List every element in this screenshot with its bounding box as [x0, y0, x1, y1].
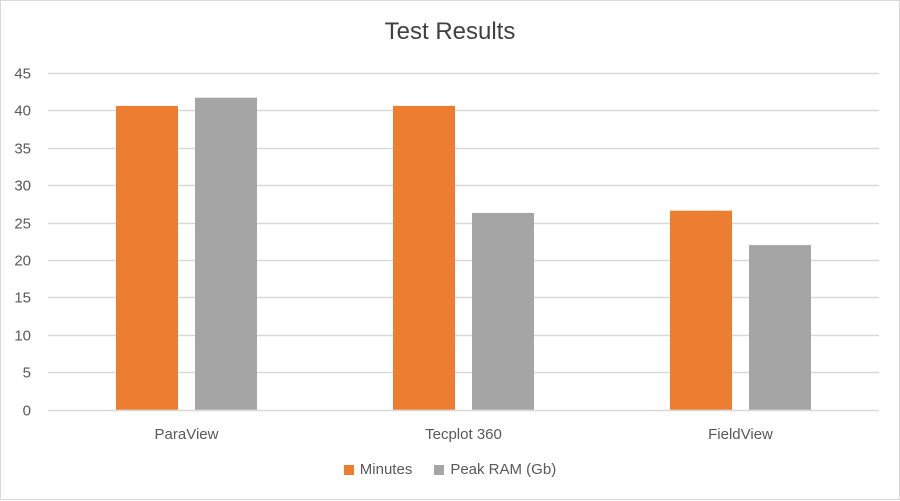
bar-tecplot-360-minutes: [393, 105, 455, 410]
bar-tecplot-360-peak-ram-gb: [472, 212, 534, 410]
y-tick-label: 45: [14, 66, 31, 83]
legend-swatch-minutes: [343, 464, 354, 475]
bar-paraview-minutes: [116, 105, 178, 410]
y-tick-label: 0: [23, 403, 31, 420]
legend-swatch-peak-ram: [434, 464, 445, 475]
y-tick-label: 40: [14, 103, 31, 120]
y-tick-label: 5: [23, 365, 31, 382]
legend-item-peak-ram: Peak RAM (Gb): [434, 461, 556, 478]
y-tick-label: 20: [14, 253, 31, 270]
bar-fieldview-peak-ram-gb: [749, 245, 811, 410]
bar-fieldview-minutes: [670, 210, 732, 410]
y-axis-tick-labels: 0 5 10 15 20 25 30 35 40 45: [14, 66, 31, 420]
gridlines: [48, 72, 879, 412]
x-category-label: ParaView: [155, 426, 219, 443]
chart-title: Test Results: [384, 18, 516, 45]
y-tick-label: 10: [14, 328, 31, 345]
x-axis-category-labels: ParaView Tecplot 360 FieldView: [155, 426, 774, 443]
bar-series: [116, 97, 811, 410]
x-category-label: Tecplot 360: [425, 426, 502, 443]
y-tick-label: 25: [14, 216, 31, 233]
legend-label-peak-ram: Peak RAM (Gb): [450, 461, 557, 478]
legend-label-minutes: Minutes: [359, 461, 413, 478]
y-tick-label: 15: [14, 290, 31, 307]
y-tick-label: 30: [14, 178, 31, 195]
legend: Minutes Peak RAM (Gb): [1, 461, 899, 478]
legend-item-minutes: Minutes: [343, 461, 413, 478]
y-tick-label: 35: [14, 141, 31, 158]
bar-paraview-peak-ram-gb: [195, 97, 257, 410]
x-category-label: FieldView: [708, 426, 773, 443]
